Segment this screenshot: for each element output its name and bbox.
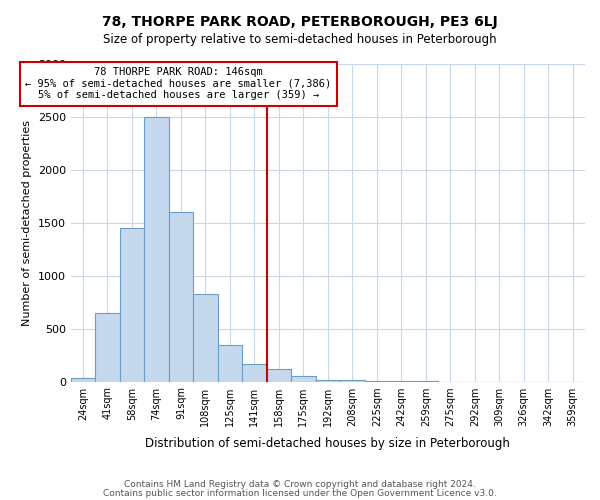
X-axis label: Distribution of semi-detached houses by size in Peterborough: Distribution of semi-detached houses by …: [145, 437, 510, 450]
Text: 78, THORPE PARK ROAD, PETERBOROUGH, PE3 6LJ: 78, THORPE PARK ROAD, PETERBOROUGH, PE3 …: [102, 15, 498, 29]
Bar: [266, 369, 291, 382]
Text: Contains HM Land Registry data © Crown copyright and database right 2024.: Contains HM Land Registry data © Crown c…: [124, 480, 476, 489]
Bar: [291, 376, 316, 382]
Bar: [340, 380, 365, 382]
Bar: [71, 378, 95, 382]
Bar: [193, 294, 218, 382]
Bar: [365, 381, 389, 382]
Bar: [242, 364, 266, 382]
Text: Size of property relative to semi-detached houses in Peterborough: Size of property relative to semi-detach…: [103, 32, 497, 46]
Bar: [316, 380, 340, 382]
Text: Contains public sector information licensed under the Open Government Licence v3: Contains public sector information licen…: [103, 488, 497, 498]
Bar: [144, 117, 169, 382]
Bar: [169, 212, 193, 382]
Bar: [218, 345, 242, 382]
Text: 78 THORPE PARK ROAD: 146sqm
← 95% of semi-detached houses are smaller (7,386)
5%: 78 THORPE PARK ROAD: 146sqm ← 95% of sem…: [25, 67, 332, 100]
Bar: [119, 228, 144, 382]
Bar: [95, 314, 119, 382]
Y-axis label: Number of semi-detached properties: Number of semi-detached properties: [22, 120, 32, 326]
